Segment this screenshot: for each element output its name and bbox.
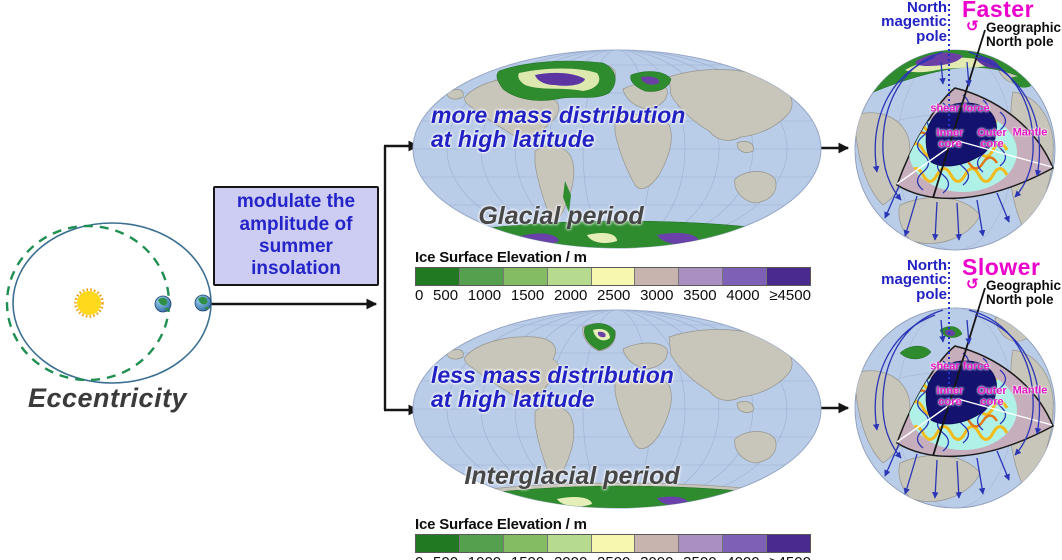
colorbar-segment bbox=[767, 535, 811, 552]
colorbar-tick: 1000 bbox=[467, 287, 502, 304]
rotation-icon: ↺ bbox=[966, 18, 979, 35]
colorbar-title: Ice Surface Elevation / m bbox=[415, 516, 587, 533]
rotation-speed-label: Faster bbox=[962, 0, 1035, 22]
glacial-map: more mass distribution at high latitude … bbox=[407, 45, 827, 257]
colorbar-segment bbox=[591, 268, 636, 285]
colorbar-segment bbox=[503, 268, 548, 285]
colorbar-ticks: 0 500 1000 1500 2000 2500 3000 3500 4000… bbox=[415, 554, 811, 560]
colorbar-segment bbox=[416, 268, 460, 285]
outer-core-label: Outer core bbox=[977, 385, 1007, 408]
mantle-label: Mantle bbox=[1012, 384, 1048, 397]
eccentricity-label: Eccentricity bbox=[28, 383, 188, 413]
inner-core-label: Inner core bbox=[936, 385, 964, 408]
colorbar-tick: 1000 bbox=[468, 554, 501, 560]
colorbar-segment bbox=[591, 535, 636, 552]
modulate-box-line: summer bbox=[259, 236, 333, 257]
colorbar-title: Ice Surface Elevation / m bbox=[415, 249, 587, 266]
colorbar-tick: 1500 bbox=[511, 554, 544, 560]
earth-icon bbox=[154, 295, 172, 313]
colorbar bbox=[415, 267, 811, 286]
colorbar-segment bbox=[459, 268, 504, 285]
colorbar-tick: 2000 bbox=[553, 287, 588, 304]
ice-elevation-legend: Ice Surface Elevation / m 0 500 1000 150… bbox=[415, 516, 811, 560]
colorbar-tick: 0 bbox=[415, 554, 423, 560]
interglacial-caption: less mass distribution at high latitude bbox=[431, 362, 674, 413]
outer-core-label: Outer core bbox=[977, 127, 1007, 150]
modulate-box-line: insolation bbox=[251, 258, 341, 280]
colorbar-tick: 0 bbox=[415, 287, 424, 304]
slower-globe: North magentic pole Slower ↺ Geographic … bbox=[845, 254, 1062, 518]
orbit-svg bbox=[5, 222, 212, 384]
colorbar-segment bbox=[416, 535, 460, 552]
modulate-box-line: modulate the bbox=[236, 191, 356, 213]
colorbar-tick: 500 bbox=[433, 287, 459, 304]
colorbar-tick: 1500 bbox=[510, 287, 545, 304]
modulate-box: modulate the amplitude of summer insolat… bbox=[213, 186, 379, 286]
rotation-speed-label: Slower bbox=[962, 254, 1041, 280]
rotation-icon: ↺ bbox=[966, 276, 979, 293]
colorbar-tick: 3000 bbox=[640, 287, 674, 304]
colorbar-tick: ≥4500 bbox=[769, 287, 811, 304]
colorbar-tick: ≥4500 bbox=[769, 554, 811, 560]
geographic-north-pole-label: Geographic North pole bbox=[986, 20, 1062, 49]
faster-globe: North magentic pole Faster ↺ Geographic … bbox=[845, 0, 1062, 260]
colorbar-segment bbox=[723, 268, 768, 285]
glacial-caption: more mass distribution at high latitude bbox=[431, 102, 686, 153]
north-magnetic-pole-label: North magentic pole bbox=[881, 0, 947, 45]
mantle-label: Mantle bbox=[1012, 126, 1048, 139]
colorbar-tick: 2500 bbox=[597, 287, 631, 304]
colorbar bbox=[415, 534, 811, 553]
colorbar-segment bbox=[723, 535, 768, 552]
ice-elevation-legend: Ice Surface Elevation / m 0 500 1000 150… bbox=[415, 249, 811, 304]
geographic-north-pole-label: Geographic North pole bbox=[986, 278, 1062, 307]
interglacial-map: less mass distribution at high latitude … bbox=[407, 305, 827, 517]
colorbar-tick: 3500 bbox=[683, 287, 717, 304]
colorbar-segment bbox=[503, 535, 548, 552]
colorbar-segment bbox=[635, 268, 680, 285]
colorbar-tick: 2000 bbox=[554, 554, 587, 560]
colorbar-tick: 2500 bbox=[597, 554, 630, 560]
shear-force-label: shear force bbox=[930, 102, 990, 115]
eccentricity-diagram bbox=[2, 210, 237, 392]
modulate-box-line: amplitude of bbox=[239, 213, 353, 235]
colorbar-tick: 3500 bbox=[683, 554, 716, 560]
orbit-low-eccentricity bbox=[12, 222, 212, 384]
north-magnetic-pole-label: North magentic pole bbox=[881, 257, 947, 303]
earth-icon bbox=[194, 294, 212, 312]
colorbar-segment bbox=[679, 268, 724, 285]
colorbar-segment bbox=[635, 535, 680, 552]
colorbar-segment bbox=[679, 535, 724, 552]
inner-core-label: Inner core bbox=[936, 127, 964, 150]
sun-icon bbox=[74, 288, 104, 318]
interglacial-period-label: Interglacial period bbox=[464, 462, 680, 490]
colorbar-ticks: 0 500 1000 1500 2000 2500 3000 3500 4000… bbox=[415, 287, 811, 304]
glacial-period-label: Glacial period bbox=[478, 202, 644, 230]
colorbar-segment bbox=[547, 268, 592, 285]
colorbar-segment bbox=[767, 268, 811, 285]
shear-force-label: shear force bbox=[930, 360, 990, 373]
colorbar-segment bbox=[547, 535, 592, 552]
colorbar-tick: 3000 bbox=[640, 554, 673, 560]
colorbar-segment bbox=[459, 535, 504, 552]
colorbar-tick: 4000 bbox=[726, 554, 759, 560]
colorbar-tick: 4000 bbox=[726, 287, 760, 304]
colorbar-tick: 500 bbox=[433, 554, 458, 560]
